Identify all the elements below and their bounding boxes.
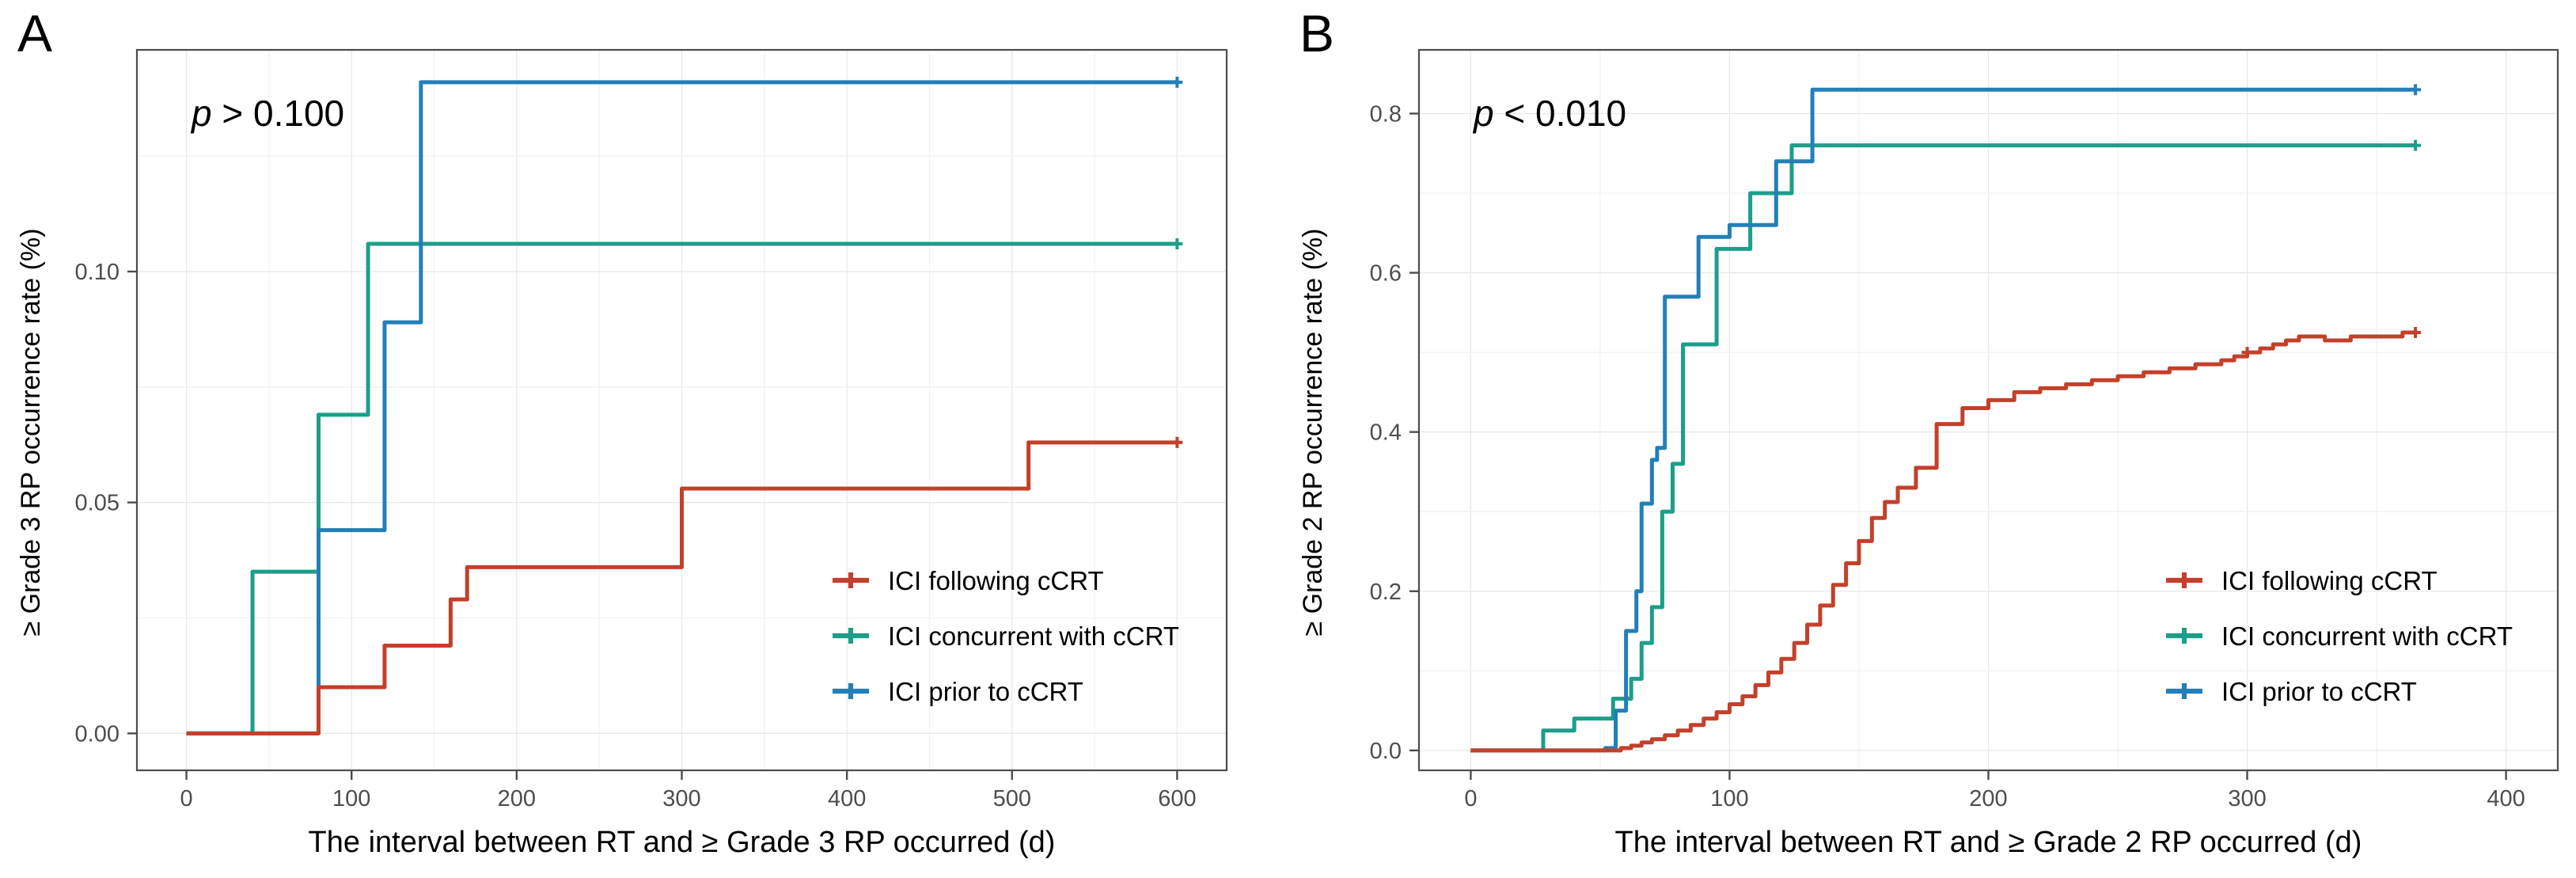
svg-text:300: 300 bbox=[2228, 786, 2266, 811]
svg-text:A: A bbox=[17, 4, 52, 63]
svg-text:0.6: 0.6 bbox=[1370, 261, 1402, 287]
svg-text:0.0: 0.0 bbox=[1370, 739, 1402, 764]
svg-text:≥ Grade 3 RP occurrence rate (: ≥ Grade 3 RP occurrence rate (%) bbox=[16, 228, 46, 636]
svg-text:0.8: 0.8 bbox=[1370, 101, 1402, 127]
svg-text:100: 100 bbox=[1710, 786, 1748, 811]
svg-text:200: 200 bbox=[1969, 786, 2007, 811]
svg-text:≥ Grade 2 RP occurrence rate (: ≥ Grade 2 RP occurrence rate (%) bbox=[1298, 228, 1328, 636]
svg-text:0: 0 bbox=[180, 786, 193, 811]
svg-text:0.2: 0.2 bbox=[1370, 580, 1402, 605]
svg-text:400: 400 bbox=[2487, 786, 2525, 811]
svg-text:ICI prior to cCRT: ICI prior to cCRT bbox=[2221, 677, 2417, 706]
svg-text:ICI prior to cCRT: ICI prior to cCRT bbox=[888, 677, 1083, 706]
svg-text:300: 300 bbox=[662, 786, 700, 811]
svg-text:ICI concurrent with cCRT: ICI concurrent with cCRT bbox=[2221, 621, 2513, 651]
svg-text:0: 0 bbox=[1464, 786, 1477, 811]
svg-text:B: B bbox=[1299, 4, 1334, 63]
svg-text:p < 0.010: p < 0.010 bbox=[1472, 93, 1626, 134]
svg-text:600: 600 bbox=[1158, 786, 1196, 811]
svg-text:400: 400 bbox=[828, 786, 866, 811]
svg-text:0.4: 0.4 bbox=[1370, 420, 1402, 446]
svg-text:0.00: 0.00 bbox=[75, 721, 120, 747]
svg-text:0.10: 0.10 bbox=[75, 260, 120, 285]
svg-text:ICI concurrent with cCRT: ICI concurrent with cCRT bbox=[888, 621, 1179, 651]
svg-text:ICI following cCRT: ICI following cCRT bbox=[888, 566, 1104, 595]
svg-text:p > 0.100: p > 0.100 bbox=[190, 93, 344, 134]
svg-text:100: 100 bbox=[332, 786, 370, 811]
svg-text:0.05: 0.05 bbox=[75, 491, 120, 516]
svg-text:ICI following cCRT: ICI following cCRT bbox=[2221, 566, 2438, 595]
svg-text:500: 500 bbox=[993, 786, 1031, 811]
svg-text:The interval between RT and ≥: The interval between RT and ≥ Grade 3 RP… bbox=[309, 826, 1056, 859]
svg-text:The interval between RT and ≥: The interval between RT and ≥ Grade 2 RP… bbox=[1615, 826, 2362, 859]
svg-text:200: 200 bbox=[498, 786, 536, 811]
